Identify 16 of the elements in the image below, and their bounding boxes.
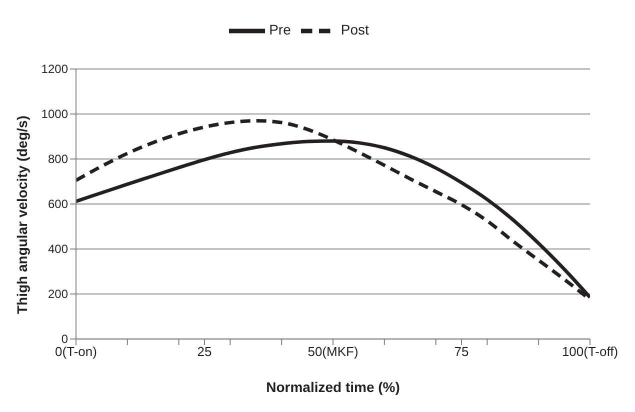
y-tick-label: 200 [48,287,68,301]
y-tick-label: 800 [48,152,68,166]
x-tick-label: 0(T-on) [55,344,97,360]
x-tick-label: 100(T-off) [562,344,618,360]
legend-label: Post [340,22,369,38]
y-tick-label: 600 [48,197,68,211]
y-axis-title: Thigh angular velocity (deg/s) [14,116,30,314]
x-tick-label: 50(MKF) [308,344,358,360]
y-tick-label: 1000 [41,107,68,121]
x-tick-label: 25 [197,344,212,360]
legend-label: Pre [269,22,291,38]
x-axis-title: Normalized time (%) [266,379,400,395]
y-tick-label: 400 [48,242,68,256]
y-tick-label: 0 [61,332,68,346]
x-tick-label: 75 [454,344,469,360]
y-tick-label: 1200 [41,62,68,76]
